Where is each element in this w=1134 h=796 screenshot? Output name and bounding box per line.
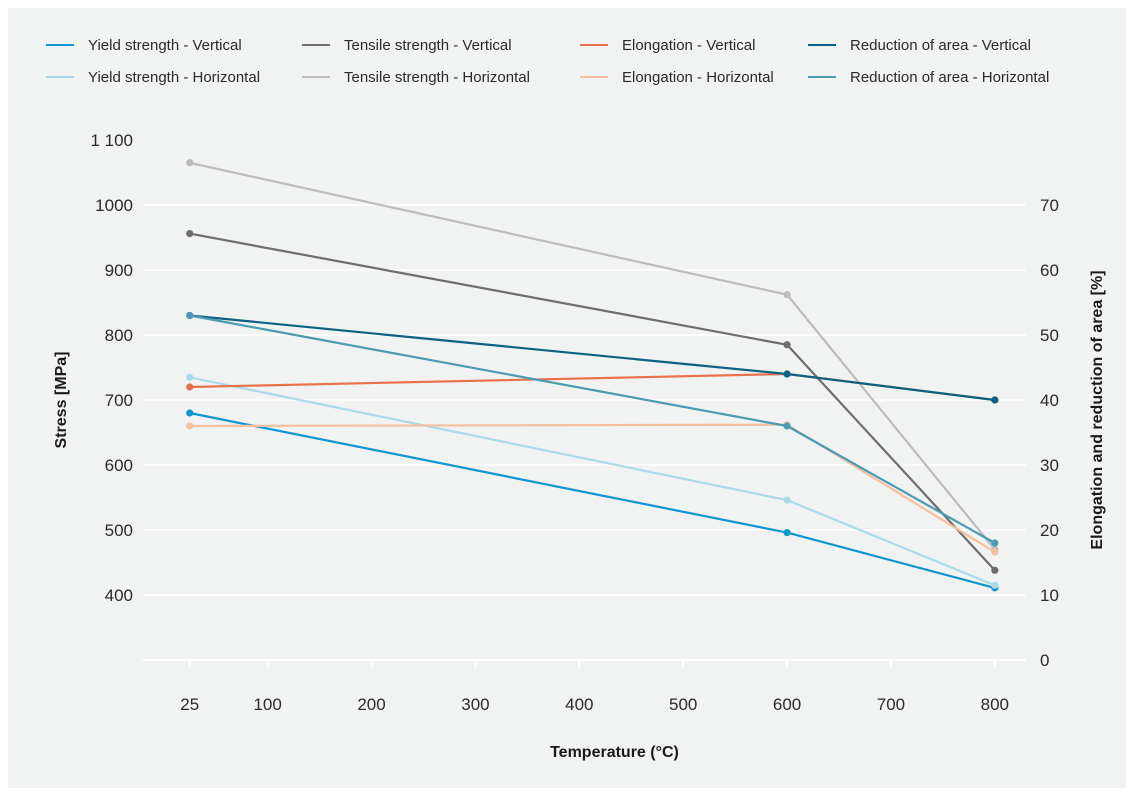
- series-0: [186, 409, 999, 592]
- x-tick-label: 500: [669, 695, 697, 714]
- data-point: [783, 529, 791, 537]
- series-line: [189, 314, 995, 402]
- data-point: [783, 370, 791, 378]
- y-tick-label: 400: [105, 586, 133, 605]
- legend-item: Elongation - Vertical: [580, 34, 755, 56]
- y-axis-left: 400 500 600 700 800 900 1000 1 100: [90, 131, 133, 605]
- data-point: [991, 539, 999, 547]
- x-tick-label: 200: [357, 695, 385, 714]
- legend-swatch: [46, 76, 74, 78]
- data-point: [991, 396, 999, 404]
- data-point: [991, 581, 999, 589]
- y2-tick-label: 70: [1040, 196, 1059, 215]
- x-tick-label: 100: [253, 695, 281, 714]
- x-tick-label: 800: [981, 695, 1009, 714]
- legend-swatch: [580, 76, 608, 78]
- legend-label: Reduction of area - Vertical: [850, 36, 1031, 54]
- legend-swatch: [302, 76, 330, 78]
- y-axis-title: Stress [MPa]: [53, 352, 70, 449]
- x-tick-label: 300: [461, 695, 489, 714]
- legend-label: Elongation - Horizontal: [622, 68, 774, 86]
- grid-lines: [143, 204, 1026, 596]
- series-2: [186, 230, 999, 574]
- data-point: [783, 341, 791, 349]
- data-point: [186, 422, 194, 430]
- series-line: [189, 372, 995, 402]
- legend-item: Tensile strength - Vertical: [302, 34, 512, 56]
- y-tick-label: 1 100: [90, 131, 133, 150]
- series-line: [189, 314, 996, 544]
- plot-area: [186, 159, 999, 592]
- legend-item: Yield strength - Vertical: [46, 34, 242, 56]
- legend-label: Reduction of area - Horizontal: [850, 68, 1050, 86]
- y-tick-label: 1000: [95, 196, 133, 215]
- x-axis: 25 100 200 300 400 500 600 700 800: [143, 659, 1026, 714]
- series-7: [186, 311, 999, 547]
- y-tick-label: 700: [105, 391, 133, 410]
- y2-tick-label: 20: [1040, 521, 1059, 540]
- series-4: [186, 370, 999, 404]
- y2-tick-label: 50: [1040, 326, 1059, 345]
- data-point: [186, 230, 194, 238]
- data-point: [783, 422, 791, 430]
- legend-swatch: [580, 44, 608, 46]
- legend-label: Tensile strength - Vertical: [344, 36, 512, 54]
- legend-item: Reduction of area - Vertical: [808, 34, 1031, 56]
- legend-label: Yield strength - Horizontal: [88, 68, 261, 86]
- y2-tick-label: 60: [1040, 261, 1059, 280]
- data-point: [991, 548, 999, 556]
- x-tick-label: 600: [773, 695, 801, 714]
- data-point: [186, 159, 194, 167]
- x-tick-label: 25: [180, 695, 199, 714]
- data-point: [186, 373, 194, 381]
- data-point: [783, 291, 791, 299]
- y2-tick-label: 30: [1040, 456, 1059, 475]
- y2-tick-label: 0: [1040, 651, 1049, 670]
- legend-swatch: [808, 44, 836, 46]
- legend-item: Elongation - Horizontal: [580, 66, 774, 88]
- chart-legend: Yield strength - Vertical Tensile strengt…: [46, 34, 1116, 88]
- legend-item: Tensile strength - Horizontal: [302, 66, 530, 88]
- x-tick-label: 700: [877, 695, 905, 714]
- legend-swatch: [808, 76, 836, 78]
- legend-label: Elongation - Vertical: [622, 36, 756, 54]
- series-line: [189, 376, 996, 587]
- data-point: [991, 566, 999, 574]
- legend-label: Yield strength - Vertical: [88, 36, 242, 54]
- series-line: [189, 161, 996, 551]
- data-point: [186, 383, 194, 391]
- x-axis-title: Temperature (°C): [550, 744, 679, 761]
- legend-item: Reduction of area - Horizontal: [808, 66, 1049, 88]
- data-point: [186, 311, 194, 320]
- chart-panel: [8, 8, 1126, 788]
- y-tick-label: 600: [105, 456, 133, 475]
- data-point: [783, 496, 791, 504]
- y2-axis-title: Elongation and reduction of area [%]: [1089, 270, 1106, 549]
- x-tick-label: 400: [565, 695, 593, 714]
- legend-item: Yield strength - Horizontal: [46, 66, 260, 88]
- series-line: [189, 423, 996, 554]
- y-axis-right: 0 10 20 30 40 50 60 70: [1040, 196, 1059, 670]
- y2-tick-label: 40: [1040, 391, 1059, 410]
- series-1: [186, 373, 999, 589]
- legend-swatch: [302, 44, 330, 46]
- data-point: [186, 409, 194, 417]
- y2-tick-label: 10: [1040, 586, 1059, 605]
- y-tick-label: 800: [105, 326, 133, 345]
- legend-swatch: [46, 44, 74, 46]
- y-tick-label: 900: [105, 261, 133, 280]
- y-tick-label: 500: [105, 521, 133, 540]
- legend-label: Tensile strength - Horizontal: [344, 68, 530, 86]
